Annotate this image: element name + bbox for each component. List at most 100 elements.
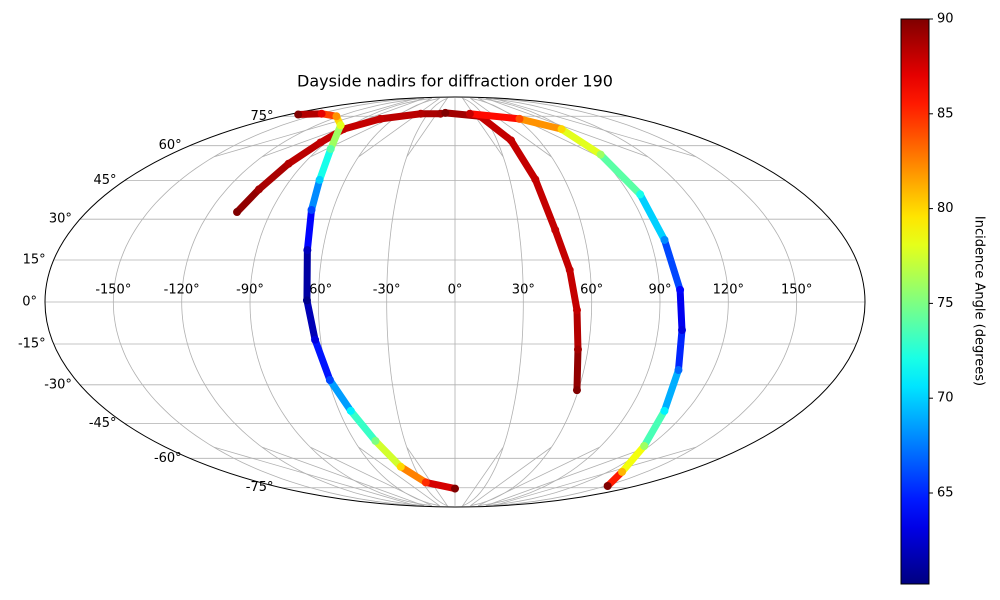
data-point — [254, 185, 263, 194]
data-point — [636, 190, 645, 199]
track-segment — [566, 266, 581, 314]
data-point — [326, 144, 335, 153]
data-point — [303, 246, 312, 255]
data-point — [465, 109, 474, 118]
x-tick-label: 90° — [648, 283, 671, 298]
x-tick-label: -60° — [304, 283, 332, 298]
track-segment — [597, 151, 644, 198]
map-boundary — [44, 96, 866, 508]
data-point — [596, 150, 605, 159]
colorbar-tick-label: 80 — [937, 201, 954, 216]
data-point — [603, 482, 612, 491]
data-point — [315, 175, 324, 184]
y-tick-label: -75° — [246, 480, 274, 495]
x-tick-label: -30° — [373, 283, 401, 298]
track-segment — [303, 206, 316, 254]
track-segment — [255, 160, 292, 193]
data-point — [416, 109, 425, 118]
data-point — [551, 225, 560, 234]
track-segment — [676, 286, 686, 334]
data-point — [531, 175, 540, 184]
data-point — [677, 326, 686, 335]
track-segment — [674, 326, 686, 374]
chart-title: Dayside nadirs for diffraction order 190 — [297, 72, 613, 91]
data-point — [396, 462, 405, 471]
data-point — [640, 442, 649, 451]
colorbar-tick-label: 65 — [937, 485, 954, 500]
track-segment — [636, 190, 668, 244]
colorbar-tick-label: 90 — [937, 12, 954, 27]
data-point — [233, 208, 242, 217]
track-segment — [573, 346, 582, 394]
y-tick-label: -15° — [18, 336, 46, 351]
track-segment — [573, 306, 582, 354]
track-segment — [316, 145, 335, 184]
track-segment — [660, 236, 684, 294]
data-point — [332, 112, 341, 121]
data-point — [307, 205, 316, 214]
data-point — [557, 125, 566, 134]
track-segment — [466, 110, 524, 123]
track-segment — [233, 185, 263, 216]
track-segment — [640, 407, 668, 450]
y-tick-label: 0° — [22, 295, 37, 310]
colorbar-tick-label: 70 — [937, 391, 954, 406]
data-point — [618, 467, 627, 476]
data-point — [572, 386, 581, 395]
data-point — [325, 376, 334, 385]
data-point — [371, 436, 380, 445]
track-segment — [327, 121, 345, 153]
colorbar-label: Incidence Angle (degrees) — [972, 216, 987, 386]
track-segment — [507, 136, 539, 183]
x-tick-label: -120° — [164, 283, 200, 298]
x-tick-label: 150° — [781, 283, 812, 298]
data-point — [441, 108, 450, 117]
colorbar-tick-label: 75 — [937, 296, 954, 311]
track-segment — [551, 226, 574, 274]
data-point — [660, 406, 669, 415]
track-segment — [397, 463, 430, 486]
data-point — [565, 266, 574, 275]
y-tick-label: -45° — [89, 416, 117, 431]
data-point — [302, 296, 311, 305]
x-tick-label: -90° — [236, 283, 264, 298]
data-point — [294, 110, 303, 119]
y-tick-label: 75° — [250, 109, 273, 124]
data-point — [451, 484, 459, 493]
data-point — [660, 235, 669, 244]
y-tick-label: 60° — [159, 138, 182, 153]
data-point — [376, 114, 385, 123]
x-tick-label: -150° — [95, 283, 131, 298]
data-point — [572, 306, 581, 315]
track-segment — [422, 478, 459, 493]
track-segment — [558, 125, 605, 159]
x-tick-label: 60° — [580, 283, 603, 298]
track-segment — [371, 437, 405, 471]
colorbar-tick-label: 85 — [937, 106, 954, 121]
data-point — [316, 138, 325, 147]
track-segment — [476, 112, 515, 144]
y-tick-label: -60° — [154, 451, 182, 466]
track-segment — [531, 175, 559, 234]
data-point — [311, 335, 320, 344]
track-segment — [311, 336, 334, 384]
data-point — [346, 406, 355, 415]
data-point — [421, 478, 430, 487]
data-point — [515, 114, 524, 123]
track-segment — [660, 366, 682, 415]
y-tick-label: 30° — [49, 212, 72, 227]
x-tick-label: 0° — [448, 283, 463, 298]
data-point — [317, 109, 326, 118]
track-segment — [308, 176, 324, 214]
y-tick-label: 45° — [94, 173, 117, 188]
track-segment — [303, 296, 319, 344]
data-point — [674, 366, 683, 375]
track-segment — [284, 138, 325, 168]
data-point — [676, 285, 685, 294]
x-tick-label: 120° — [713, 283, 744, 298]
track-segment — [326, 376, 355, 415]
data-point — [284, 159, 293, 168]
data-point — [336, 121, 345, 130]
colorbar — [900, 18, 930, 585]
